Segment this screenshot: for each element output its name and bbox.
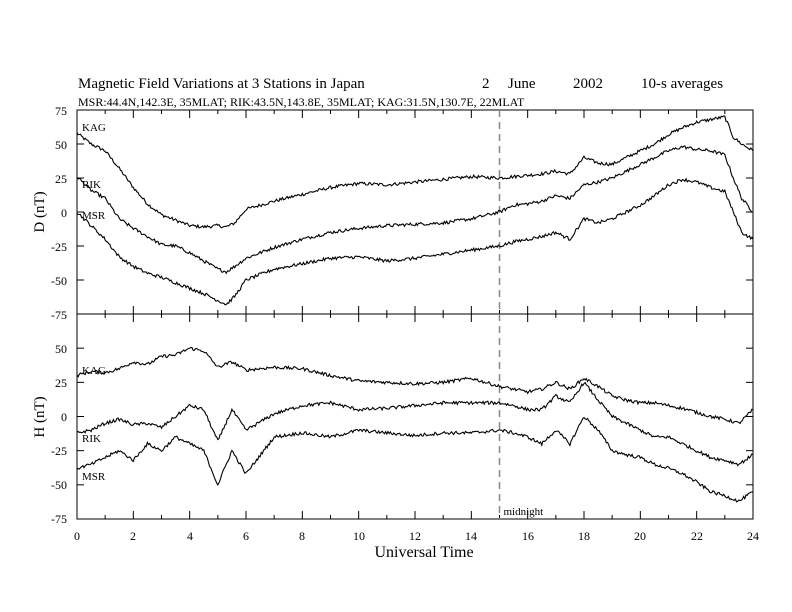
d-ytick-label: -25	[51, 240, 67, 254]
date-day: 2	[482, 76, 490, 92]
x-tick-label: 24	[747, 529, 759, 543]
d-label-msr: MSR	[82, 210, 106, 222]
x-tick-label: 22	[691, 529, 703, 543]
h-ytick-label: 25	[55, 376, 67, 390]
d-label-kag: KAG	[82, 122, 106, 134]
d-ytick-label: 50	[55, 138, 67, 152]
d-panel-frame	[76, 109, 754, 315]
x-tick-label: 8	[299, 529, 305, 543]
d-ytick-label: 75	[55, 104, 67, 118]
d-ytick-label: -75	[51, 308, 67, 322]
h-label-kag: KAG	[82, 365, 106, 377]
h-series-msr	[76, 416, 754, 503]
h-ytick-label: 50	[55, 342, 67, 356]
date-month: June	[508, 76, 536, 92]
x-tick-label: 4	[187, 529, 193, 543]
d-ytick-label: -50	[51, 274, 67, 288]
d-series-rik	[76, 145, 754, 275]
h-series-rik	[76, 381, 754, 467]
x-tick-label: 2	[130, 529, 136, 543]
d-label-rik: RIK	[82, 179, 101, 191]
h-series-group	[76, 347, 754, 503]
averaging-label: 10-s averages	[641, 76, 723, 92]
x-tick-label: 0	[74, 529, 80, 543]
x-tick-label: 14	[465, 529, 477, 543]
x-axis-label: Universal Time	[374, 544, 473, 561]
x-tick-label: 20	[634, 529, 646, 543]
x-tick-label: 10	[353, 529, 365, 543]
x-tick-label: 12	[409, 529, 421, 543]
h-series-kag	[76, 347, 754, 425]
d-axis-label: D (nT)	[32, 191, 48, 232]
x-tick-labels: 0 2 4 6 8 10 12 14 16 18 20 22 24	[74, 529, 759, 543]
h-ytick-label: 0	[61, 410, 67, 424]
x-tick-label: 6	[243, 529, 249, 543]
tick-marks	[76, 109, 754, 520]
x-tick-label: 18	[578, 529, 590, 543]
h-axis-label: H (nT)	[32, 396, 48, 437]
h-panel-frame	[76, 313, 754, 520]
h-ytick-label: -25	[51, 444, 67, 458]
d-series-kag	[76, 115, 754, 229]
date-year: 2002	[573, 76, 603, 92]
h-label-rik: RIK	[82, 433, 101, 445]
d-series-group	[76, 115, 754, 306]
chart-title: Magnetic Field Variations at 3 Stations …	[78, 76, 365, 92]
d-ytick-label: 25	[55, 172, 67, 186]
x-tick-label: 16	[522, 529, 534, 543]
h-ytick-label: -50	[51, 478, 67, 492]
d-series-msr	[76, 177, 754, 306]
h-ytick-label: -75	[51, 512, 67, 526]
d-ytick-label: 0	[61, 206, 67, 220]
stations-line: MSR:44.4N,142.3E, 35MLAT; RIK:43.5N,143.…	[78, 95, 525, 109]
midnight-label: midnight	[504, 506, 544, 518]
h-label-msr: MSR	[82, 471, 106, 483]
